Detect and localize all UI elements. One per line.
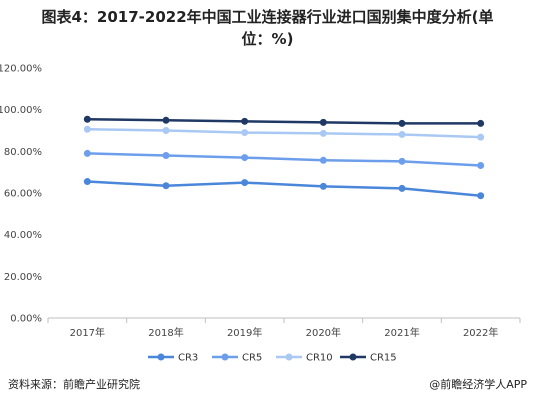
x-tick-label: 2018年 (148, 326, 183, 339)
x-tick-label: 2021年 (384, 326, 419, 339)
data-point-cr3 (477, 192, 485, 200)
series-lines (83, 115, 485, 200)
data-point-cr3 (319, 182, 327, 190)
legend: CR3 CR5 CR10 CR15 (148, 353, 397, 364)
legend-label: CR10 (306, 353, 333, 364)
data-point-cr5 (319, 156, 327, 164)
data-point-cr10 (477, 133, 485, 141)
data-point-cr5 (162, 152, 170, 159)
series-line-cr5 (87, 152, 481, 167)
data-point-cr15 (477, 119, 485, 127)
data-point-cr5 (83, 149, 91, 157)
data-point-cr3 (241, 179, 249, 187)
chart-title-line2: 位：%) (241, 30, 294, 48)
data-point-cr10 (241, 129, 249, 137)
legend-swatch-marker (221, 353, 229, 361)
data-point-cr10 (162, 127, 170, 134)
data-point-cr10 (319, 129, 327, 137)
legend-label: CR3 (178, 353, 198, 364)
legend-label: CR15 (370, 353, 397, 364)
x-axis: 2017年 2018年 2019年 2020年 2021年 2022年 (47, 317, 521, 339)
data-point-cr3 (162, 182, 170, 190)
data-point-cr15 (83, 115, 91, 123)
y-tick-label: 60.00% (4, 189, 42, 200)
legend-item-cr3: CR3 (148, 353, 198, 364)
x-tick-label: 2022年 (463, 326, 498, 339)
data-point-cr5 (241, 154, 249, 162)
chart-title: 图表4：2017-2022年中国工业连接器行业进口国别集中度分析(单 位：%) (0, 6, 535, 50)
y-tick-label: 80.00% (4, 147, 42, 158)
data-point-cr15 (162, 116, 170, 124)
series-line-cr3 (87, 180, 481, 197)
y-tick-label: 100.00% (0, 105, 42, 116)
data-point-cr15 (398, 119, 406, 127)
y-tick-label: 20.00% (4, 272, 42, 283)
y-tick-label: 120.00% (0, 64, 42, 75)
x-tick-label: 2019年 (227, 326, 262, 339)
series-line-cr15 (87, 118, 481, 125)
data-point-cr3 (83, 178, 91, 186)
legend-label: CR5 (242, 353, 262, 364)
series-line-cr10 (87, 128, 481, 139)
legend-swatch-marker (349, 353, 357, 361)
x-tick-label: 2017年 (70, 326, 105, 339)
source-note: 资料来源：前瞻产业研究院 (8, 378, 140, 391)
data-point-cr15 (319, 118, 327, 126)
legend-item-cr5: CR5 (212, 353, 262, 364)
data-point-cr3 (398, 184, 406, 192)
y-axis: 0.00% 20.00% 40.00% 60.00% 80.00% 100.00% 120.… (0, 64, 42, 325)
data-point-cr10 (83, 125, 91, 133)
y-tick-label: 0.00% (10, 314, 42, 325)
data-point-cr10 (398, 130, 406, 138)
legend-item-cr10: CR10 (276, 353, 333, 364)
data-point-cr5 (398, 157, 406, 165)
data-point-cr5 (477, 162, 485, 169)
brand-credit: @前瞻经济学人APP (429, 378, 527, 391)
legend-swatch-marker (157, 353, 165, 361)
x-tick-label: 2020年 (306, 326, 341, 339)
legend-swatch-marker (285, 353, 293, 361)
chart-title-line1: 图表4：2017-2022年中国工业连接器行业进口国别集中度分析(单 (41, 8, 494, 26)
data-point-cr15 (241, 117, 249, 125)
y-tick-label: 40.00% (4, 230, 42, 241)
legend-item-cr15: CR15 (340, 353, 397, 364)
